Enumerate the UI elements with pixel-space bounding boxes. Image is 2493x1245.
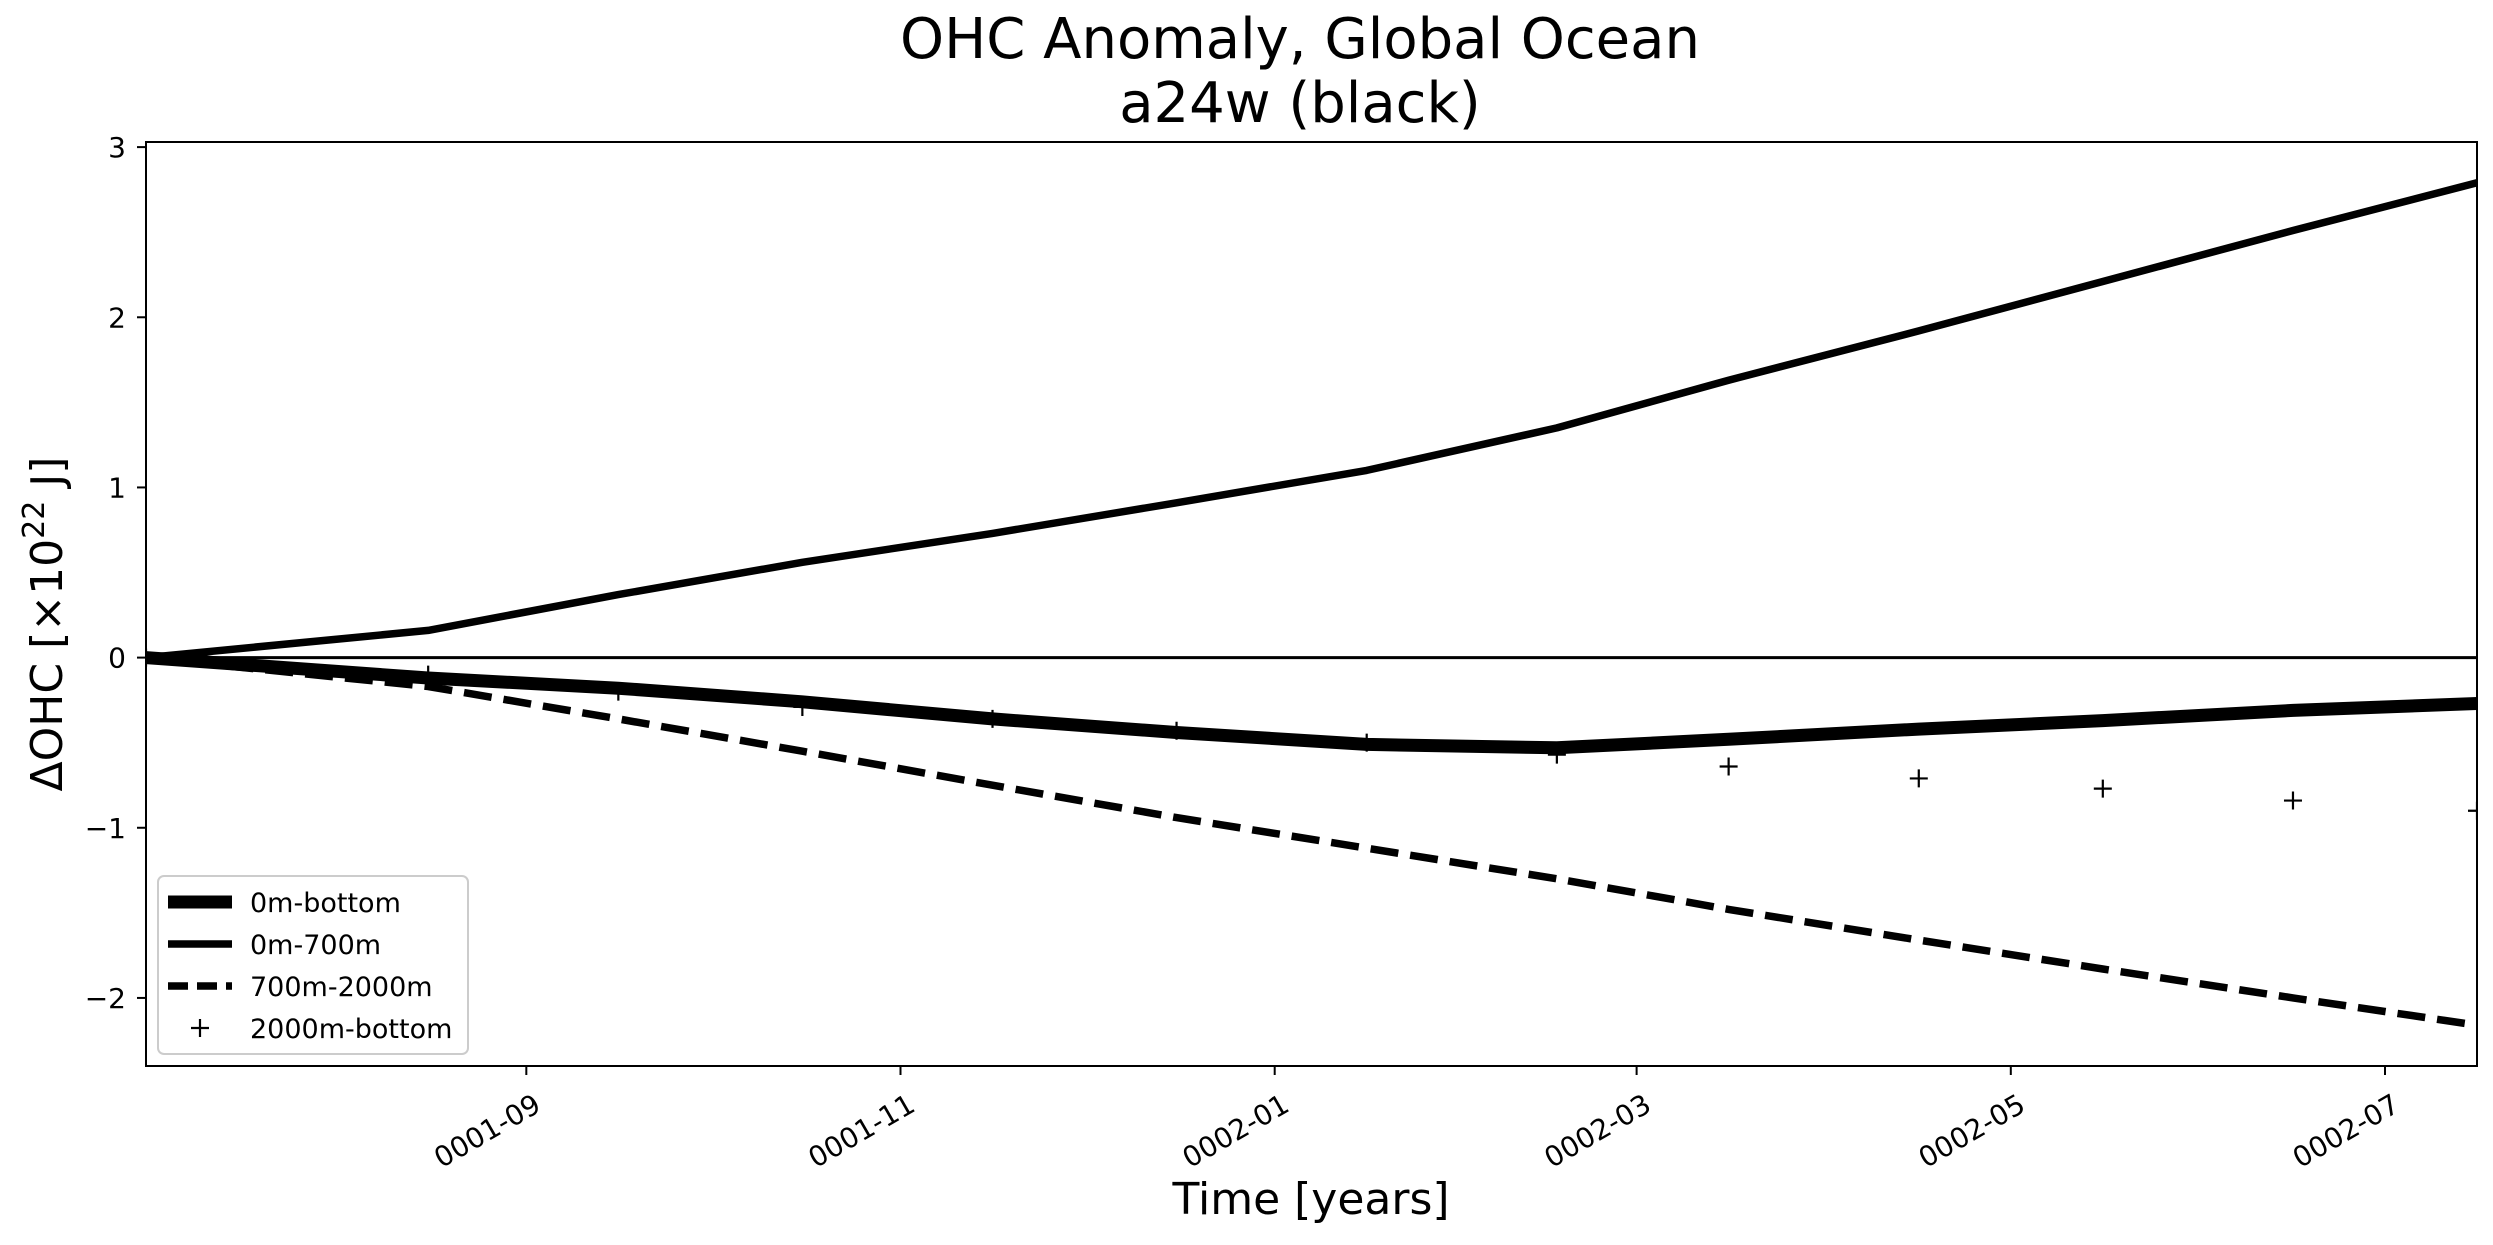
series-line-0m-700m [146, 179, 2477, 662]
data-point-2000m-bottom [983, 709, 1002, 728]
x-tick-label: 0002-01 [1177, 1087, 1295, 1174]
data-point-2000m-bottom [419, 665, 438, 684]
data-point-2000m-bottom [146, 648, 155, 667]
x-tick-label: 0002-03 [1539, 1087, 1657, 1174]
legend-swatch-2000m-bottom [191, 1019, 209, 1037]
x-tick-label: 0001-09 [428, 1087, 546, 1174]
y-tick-label: 2 [108, 301, 126, 334]
legend-label-2000m-bottom: 2000m-bottom [250, 1014, 452, 1045]
x-axis-label: Time [years] [1171, 1174, 1449, 1225]
chart-title: OHC Anomaly, Global Ocean [900, 7, 1700, 72]
legend-label-0m-700m: 0m-700m [250, 930, 381, 961]
series-2000m-bottom [146, 648, 2477, 820]
data-point-2000m-bottom [1357, 733, 1376, 752]
legend-entry-0m-700m: 0m-700m [168, 930, 381, 961]
data-point-2000m-bottom [1547, 745, 1566, 764]
legend-box [157, 875, 469, 1055]
data-point-2000m-bottom [2283, 791, 2302, 810]
y-axis-label-unit: J] [22, 457, 73, 501]
data-point-2000m-bottom [793, 697, 812, 716]
y-tick-label: 0 [108, 642, 126, 675]
data-point-2000m-bottom [1909, 769, 1928, 788]
y-tick-label: −2 [85, 982, 126, 1015]
chart-subtitle: a24w (black) [1119, 71, 1481, 136]
data-point-2000m-bottom [1719, 757, 1738, 776]
plot-frame [145, 141, 2478, 1067]
x-tick-label: 0001-11 [803, 1087, 921, 1174]
x-tick-label: 0002-05 [1913, 1087, 2031, 1174]
data-point-2000m-bottom [2093, 779, 2112, 798]
legend-entry-0m-bottom: 0m-bottom [168, 888, 401, 919]
legend: 0m-bottom 0m-700m 700m-2000m 2000m-bottom [157, 875, 469, 1055]
y-axis-label: ΔOHC [×1022 J] [17, 457, 73, 792]
y-tick-label: 1 [108, 471, 126, 504]
data-point-2000m-bottom [1167, 721, 1186, 740]
legend-entry-2000m-bottom: 2000m-bottom [191, 1014, 452, 1045]
x-tick-label: 0002-07 [2287, 1087, 2405, 1174]
y-axis-label-main: ΔOHC [×10 [22, 539, 73, 792]
legend-label-0m-bottom: 0m-bottom [250, 888, 401, 919]
y-axis-label-exponent: 22 [17, 501, 52, 539]
data-point-2000m-bottom [2468, 801, 2477, 820]
y-tick-label: 3 [108, 131, 126, 164]
series-line-0m-bottom [146, 651, 2477, 755]
series-layer [146, 179, 2477, 1029]
legend-label-700m-2000m: 700m-2000m [250, 972, 433, 1003]
y-tick-label: −1 [85, 812, 126, 845]
data-point-2000m-bottom [609, 682, 628, 701]
series-line-700m-2000m [146, 653, 2477, 1029]
legend-entry-700m-2000m: 700m-2000m [168, 972, 433, 1003]
